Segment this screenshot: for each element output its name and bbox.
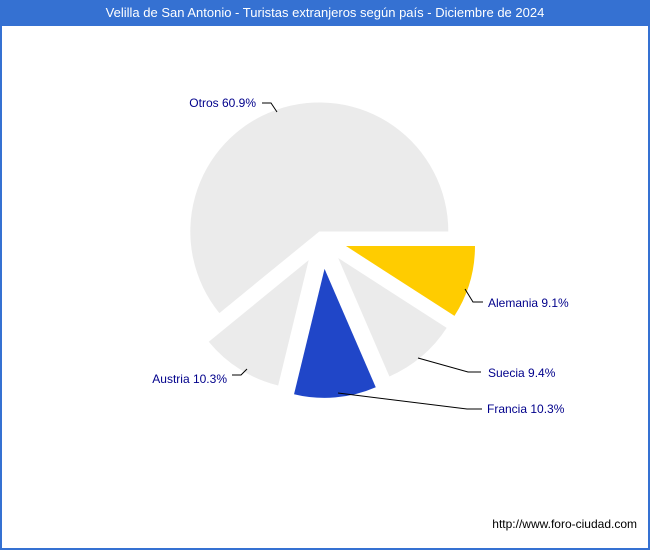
leader-line-alemania [464,288,483,303]
page-title: Velilla de San Antonio - Turistas extran… [105,5,545,20]
leader-line-suecia [417,357,481,373]
pie-slice-francia [294,268,376,398]
leader-line-austria [232,368,248,376]
pie-slice-austria [208,260,309,386]
label-suecia: Suecia 9.4% [488,366,556,380]
leader-line-francia [337,392,482,410]
leader-line-otros [262,102,278,113]
leader-lines [232,102,483,410]
title-bar: Velilla de San Antonio - Turistas extran… [0,0,650,26]
slice-labels: Otros 60.9% Alemania 9.1% Suecia 9.4% Fr… [152,96,569,416]
label-otros: Otros 60.9% [189,96,256,110]
pie-slice-otros [190,102,449,314]
pie-slice-alemania [345,246,475,316]
pie-slice-suecia [338,258,447,377]
label-francia: Francia 10.3% [487,402,565,416]
pie-slices [190,102,475,398]
footer-url: http://www.foro-ciudad.com [492,517,637,531]
label-austria: Austria 10.3% [152,372,227,386]
label-alemania: Alemania 9.1% [488,296,569,310]
